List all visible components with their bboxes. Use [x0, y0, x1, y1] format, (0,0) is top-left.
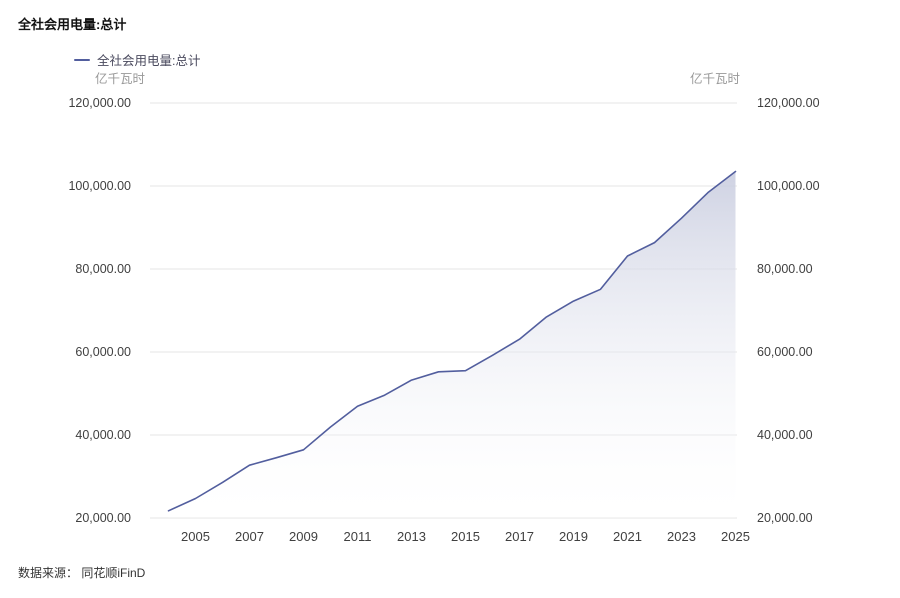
svg-text:120,000.00: 120,000.00 — [68, 96, 131, 110]
legend-item[interactable]: 全社会用电量:总计 — [74, 50, 200, 69]
svg-text:2025: 2025 — [721, 529, 750, 544]
legend-line-swatch — [74, 58, 90, 61]
svg-text:60,000.00: 60,000.00 — [75, 345, 131, 359]
svg-text:80,000.00: 80,000.00 — [75, 262, 131, 276]
svg-text:80,000.00: 80,000.00 — [757, 262, 813, 276]
svg-text:2013: 2013 — [397, 529, 426, 544]
svg-text:120,000.00: 120,000.00 — [757, 96, 820, 110]
svg-text:60,000.00: 60,000.00 — [757, 345, 813, 359]
svg-text:2017: 2017 — [505, 529, 534, 544]
legend-label: 全社会用电量:总计 — [97, 54, 201, 68]
svg-text:20,000.00: 20,000.00 — [75, 511, 131, 525]
svg-text:2005: 2005 — [181, 529, 210, 544]
svg-text:20,000.00: 20,000.00 — [757, 511, 813, 525]
svg-text:100,000.00: 100,000.00 — [68, 179, 131, 193]
svg-text:2023: 2023 — [667, 529, 696, 544]
svg-text:100,000.00: 100,000.00 — [757, 179, 820, 193]
svg-text:2019: 2019 — [559, 529, 588, 544]
right-axis-unit-label: 亿千瓦时 — [690, 72, 741, 86]
svg-text:2011: 2011 — [344, 529, 372, 544]
svg-text:2009: 2009 — [289, 529, 318, 544]
data-source-label: 数据来源： 同花顺iFinD — [18, 566, 146, 580]
svg-text:40,000.00: 40,000.00 — [75, 428, 131, 442]
svg-text:2015: 2015 — [451, 529, 480, 544]
svg-text:2021: 2021 — [613, 529, 642, 544]
svg-text:2007: 2007 — [235, 529, 264, 544]
page-title: 全社会用电量:总计 — [18, 17, 127, 32]
svg-text:40,000.00: 40,000.00 — [757, 428, 813, 442]
left-axis-unit-label: 亿千瓦时 — [95, 72, 146, 86]
